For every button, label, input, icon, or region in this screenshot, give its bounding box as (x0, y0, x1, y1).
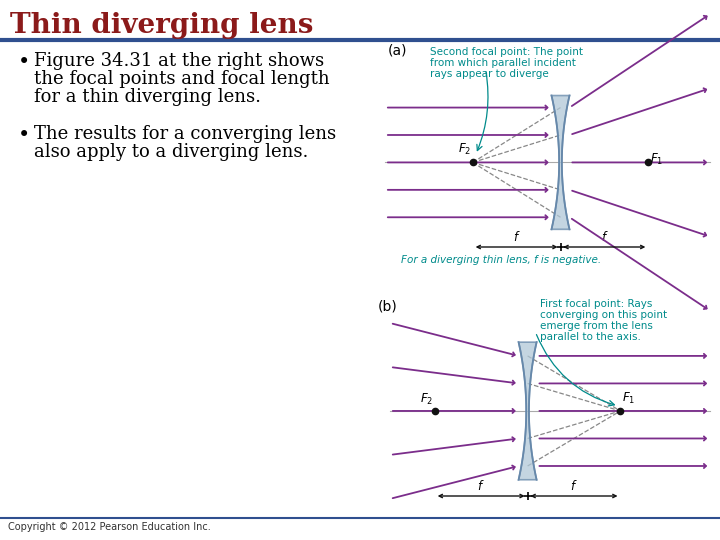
Text: also apply to a diverging lens.: also apply to a diverging lens. (34, 143, 308, 161)
Text: from which parallel incident: from which parallel incident (431, 58, 577, 68)
Text: Second focal point: The point: Second focal point: The point (431, 47, 583, 57)
Text: First focal point: Rays: First focal point: Rays (541, 299, 653, 309)
Text: for a thin diverging lens.: for a thin diverging lens. (34, 88, 261, 106)
Polygon shape (518, 342, 536, 480)
Text: $F_1$: $F_1$ (650, 152, 664, 167)
Text: the focal points and focal length: the focal points and focal length (34, 70, 330, 88)
Text: Thin diverging lens: Thin diverging lens (10, 12, 313, 39)
Text: $f$: $f$ (570, 479, 578, 493)
Text: (a): (a) (388, 44, 408, 58)
Text: $f$: $f$ (477, 479, 485, 493)
Text: rays appear to diverge: rays appear to diverge (431, 69, 549, 79)
Text: parallel to the axis.: parallel to the axis. (541, 332, 642, 342)
Text: The results for a converging lens: The results for a converging lens (34, 125, 336, 143)
Text: $f$: $f$ (513, 230, 521, 244)
Text: $F_2$: $F_2$ (420, 392, 433, 407)
Polygon shape (552, 96, 570, 230)
Text: •: • (18, 125, 30, 145)
Text: $F_2$: $F_2$ (457, 143, 471, 158)
Text: $f$: $f$ (600, 230, 608, 244)
Text: Figure 34.31 at the right shows: Figure 34.31 at the right shows (34, 52, 324, 70)
Text: converging on this point: converging on this point (541, 310, 667, 320)
Text: $F_1$: $F_1$ (622, 391, 636, 406)
Text: (b): (b) (378, 299, 397, 313)
Text: emerge from the lens: emerge from the lens (541, 321, 653, 331)
Text: Copyright © 2012 Pearson Education Inc.: Copyright © 2012 Pearson Education Inc. (8, 522, 211, 532)
Text: •: • (18, 52, 30, 72)
Text: For a diverging thin lens, f is negative.: For a diverging thin lens, f is negative… (401, 255, 601, 265)
